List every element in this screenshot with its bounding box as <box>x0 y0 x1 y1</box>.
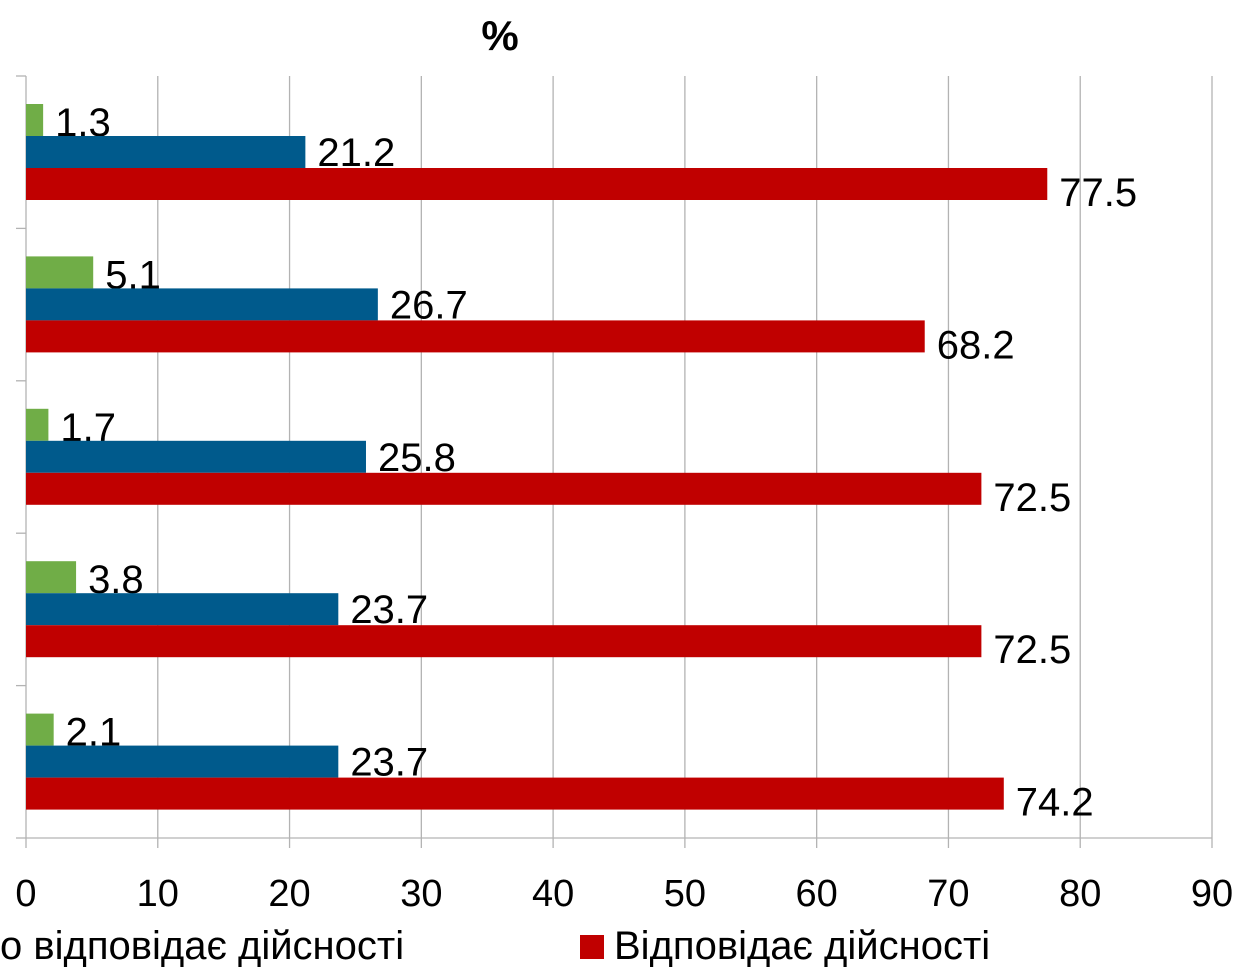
bar-s1-c4 <box>26 745 339 778</box>
data-label-s2-c4: 74.2 <box>1016 781 1094 825</box>
x-tick-label-8: 80 <box>1059 873 1101 915</box>
x-tick-label-4: 40 <box>532 873 574 915</box>
x-tick-label-6: 60 <box>796 873 838 915</box>
legend: о відповідає дійсності Відповідає дійсно… <box>0 924 1244 978</box>
data-label-s1-c1: 26.7 <box>390 283 468 327</box>
x-tick-label-9: 90 <box>1191 873 1233 915</box>
bar-s2-c1 <box>26 320 925 353</box>
bar-s2-c0 <box>26 168 1048 200</box>
data-label-s1-c0: 21.2 <box>317 131 395 175</box>
bar-s0-c1 <box>26 256 94 289</box>
legend-label-1: Відповідає дійсності <box>614 924 991 968</box>
bar-s1-c1 <box>26 288 378 321</box>
bar-s2-c4 <box>26 777 1004 810</box>
data-label-s2-c2: 72.5 <box>993 476 1071 520</box>
bar-s1-c0 <box>26 136 306 168</box>
legend-label-0: о відповідає дійсності <box>0 924 405 968</box>
chart-title: % <box>481 12 519 59</box>
legend-item-1: Відповідає дійсності <box>580 924 990 969</box>
bar-s0-c3 <box>26 561 77 594</box>
bar-s0-c2 <box>26 408 49 441</box>
x-tick-label-5: 50 <box>664 873 706 915</box>
bar-s2-c2 <box>26 472 982 505</box>
data-label-s1-c4: 23.7 <box>350 741 428 785</box>
data-label-s2-c1: 68.2 <box>937 323 1015 367</box>
data-label-s1-c2: 25.8 <box>378 436 456 480</box>
x-tick-label-2: 20 <box>268 873 310 915</box>
x-tick-label-1: 10 <box>137 873 179 915</box>
bar-s2-c3 <box>26 625 982 658</box>
data-label-s1-c3: 23.7 <box>350 588 428 632</box>
bar-s1-c3 <box>26 593 339 626</box>
x-tick-label-7: 70 <box>927 873 969 915</box>
data-label-s2-c3: 72.5 <box>993 628 1071 672</box>
legend-item-0: о відповідає дійсності <box>0 924 404 969</box>
legend-swatch-1 <box>580 934 604 959</box>
data-label-s2-c0: 77.5 <box>1059 171 1137 215</box>
bar-s0-c4 <box>26 713 54 746</box>
x-tick-label-0: 0 <box>15 873 36 915</box>
bar-s1-c2 <box>26 440 366 473</box>
bar-s0-c0 <box>26 104 44 136</box>
x-tick-label-3: 30 <box>400 873 442 915</box>
